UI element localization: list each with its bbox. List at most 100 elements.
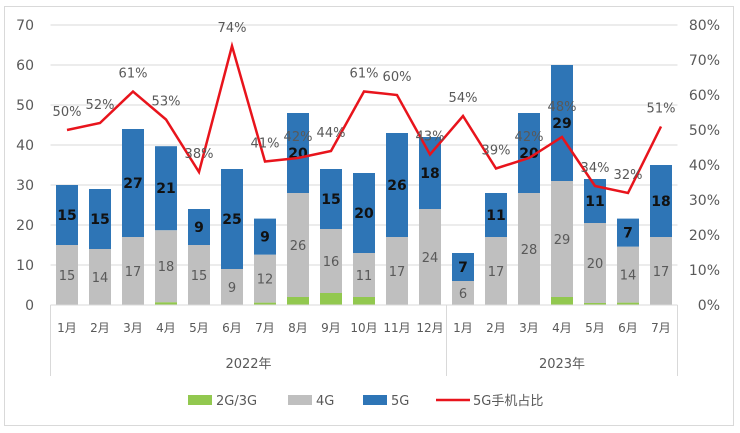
right-axis-tick: 40% — [689, 158, 720, 174]
left-axis-tick: 50 — [16, 98, 34, 114]
bar-5g — [650, 165, 672, 237]
bar-label: 14 — [620, 269, 637, 284]
bar-4g — [188, 245, 210, 305]
line-label: 51% — [647, 102, 676, 117]
line-label: 61% — [350, 67, 379, 82]
bar-5g — [89, 189, 111, 249]
bar-label: 24 — [422, 251, 439, 266]
legend-label: 5G — [391, 394, 409, 409]
category-label: 7月 — [651, 321, 671, 335]
bar-5g — [617, 218, 639, 247]
bar-label: 15 — [191, 269, 208, 284]
category-label: 7月 — [255, 321, 275, 335]
line-label: 43% — [416, 130, 445, 145]
bar-4g — [419, 209, 441, 305]
bar-5g — [353, 173, 375, 253]
bar-5g — [485, 193, 507, 237]
bar-label: 20 — [354, 206, 374, 222]
line-label: 44% — [317, 126, 346, 141]
category-label: 6月 — [618, 321, 638, 335]
legend-swatch — [188, 395, 212, 405]
category-label: 5月 — [189, 321, 209, 335]
bar-label: 18 — [651, 194, 670, 210]
bar-5g — [584, 179, 606, 223]
bar-label: 26 — [290, 239, 307, 254]
bar-label: 26 — [387, 178, 406, 194]
legend-label: 2G/3G — [216, 394, 257, 409]
bar-label: 20 — [587, 257, 604, 272]
right-axis-tick: 10% — [689, 263, 720, 279]
bar-label: 27 — [123, 176, 142, 192]
bar-2g-3g — [353, 297, 375, 305]
line-label: 53% — [152, 95, 181, 110]
category-label: 3月 — [519, 321, 539, 335]
category-label: 6月 — [222, 321, 242, 335]
bar-label: 9 — [228, 281, 236, 296]
bar-label: 21 — [156, 181, 175, 197]
line-label: 60% — [383, 70, 412, 85]
bar-2g-3g — [320, 293, 342, 305]
category-label: 8月 — [288, 321, 308, 335]
bar-4g — [155, 230, 177, 303]
bar-label: 28 — [521, 243, 538, 258]
bar-label: 18 — [420, 166, 439, 182]
bar-4g — [617, 246, 639, 303]
bar-2g-3g — [584, 303, 606, 305]
bar-5g — [155, 146, 177, 231]
bar-4g — [353, 253, 375, 297]
bar-4g — [254, 254, 276, 303]
line-label: 41% — [251, 137, 280, 152]
bar-label: 14 — [92, 271, 109, 286]
category-label: 10月 — [350, 321, 377, 335]
bar-4g — [221, 269, 243, 305]
bar-5g — [386, 133, 408, 237]
bar-4g — [551, 181, 573, 297]
legend-label: 5G手机占比 — [473, 394, 543, 409]
bar-5g — [551, 65, 573, 181]
bar-label: 15 — [321, 192, 340, 208]
bar-2g-3g — [617, 302, 639, 305]
group-label: 2022年 — [225, 357, 271, 372]
bar-label: 7 — [458, 260, 468, 276]
bar-label: 6 — [459, 287, 467, 302]
category-label: 4月 — [552, 321, 572, 335]
bar-4g — [452, 281, 474, 305]
right-axis-tick: 30% — [689, 193, 720, 209]
line-label: 34% — [581, 161, 610, 176]
right-axis-tick: 20% — [689, 228, 720, 244]
legend-swatch — [288, 395, 312, 405]
line-label: 50% — [53, 105, 82, 120]
bar-5g — [518, 113, 540, 193]
line-label: 54% — [449, 91, 478, 106]
bar-label: 17 — [488, 265, 505, 280]
bar-label: 7 — [623, 226, 633, 242]
bar-5g — [221, 169, 243, 269]
category-label: 4月 — [156, 321, 176, 335]
bar-4g — [386, 237, 408, 305]
legend-swatch — [363, 395, 387, 405]
bar-2g-3g — [287, 297, 309, 305]
category-label: 11月 — [383, 321, 410, 335]
bar-label: 11 — [486, 208, 505, 224]
bar-2g-3g — [551, 297, 573, 305]
left-axis-tick: 40 — [16, 138, 34, 154]
right-axis-tick: 80% — [689, 18, 720, 34]
left-axis-tick: 0 — [25, 298, 34, 314]
chart-frame — [4, 6, 734, 426]
bar-2g-3g — [155, 302, 177, 305]
bar-4g — [122, 237, 144, 305]
bar-5g — [320, 169, 342, 229]
right-axis-tick: 0% — [698, 298, 720, 314]
left-axis-tick: 30 — [16, 178, 34, 194]
group-label: 2023年 — [539, 357, 585, 372]
right-axis-tick: 60% — [689, 88, 720, 104]
bar-4g — [89, 249, 111, 305]
left-axis-tick: 20 — [16, 218, 34, 234]
category-label: 2月 — [486, 321, 506, 335]
bar-label: 9 — [194, 220, 204, 236]
bar-4g — [485, 237, 507, 305]
line-label: 39% — [482, 144, 511, 159]
category-label: 9月 — [321, 321, 341, 335]
